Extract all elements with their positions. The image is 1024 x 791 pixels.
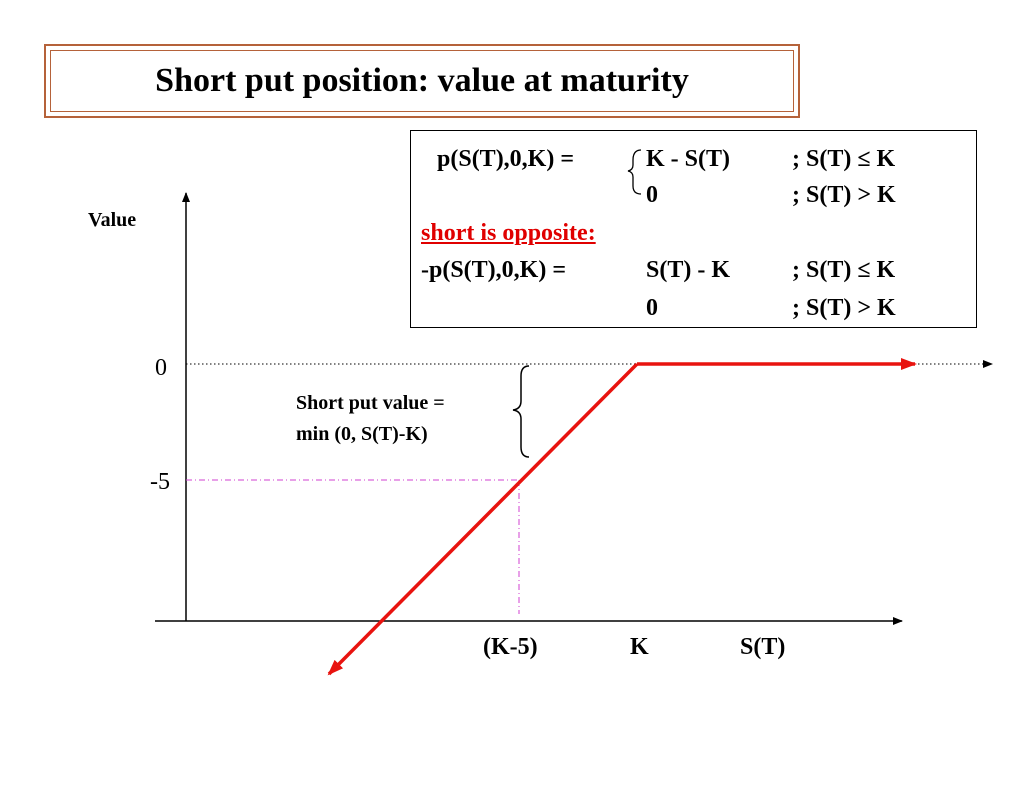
formula-box	[410, 130, 977, 328]
put-case1-condition: ; S(T) ≤ K	[792, 146, 896, 172]
short-case1-expression: S(T) - K	[646, 257, 730, 283]
short-case1-condition: ; S(T) ≤ K	[792, 257, 896, 283]
x-tick-k: K	[630, 634, 649, 660]
page-title: Short put position: value at maturity	[155, 62, 689, 99]
formula-brace	[627, 149, 642, 195]
put-case1-expression: K - S(T)	[646, 146, 730, 172]
short-formula-lhs: -p(S(T),0,K) =	[421, 257, 567, 283]
put-case2-condition: ; S(T) > K	[792, 182, 896, 208]
annotation-line-2: min (0, S(T)-K)	[296, 423, 428, 445]
x-tick-kminus5: (K-5)	[483, 634, 538, 660]
put-case2-expression: 0	[646, 182, 658, 208]
y-axis-label: Value	[88, 209, 137, 231]
short-case2-condition: ; S(T) > K	[792, 295, 896, 321]
x-axis-label: S(T)	[740, 634, 786, 660]
payoff-sloped-segment	[327, 362, 639, 676]
title-inner-frame: Short put position: value at maturity	[50, 50, 794, 112]
y-tick-zero: 0	[155, 355, 167, 381]
short-case2-expression: 0	[646, 295, 658, 321]
title-frame: Short put position: value at maturity	[44, 44, 800, 118]
annotation-line-1: Short put value =	[296, 392, 445, 414]
short-opposite-heading: short is opposite:	[421, 220, 596, 246]
y-tick-minus5: -5	[150, 469, 170, 495]
annotation-brace	[512, 365, 530, 458]
put-formula-lhs: p(S(T),0,K) =	[437, 146, 575, 172]
